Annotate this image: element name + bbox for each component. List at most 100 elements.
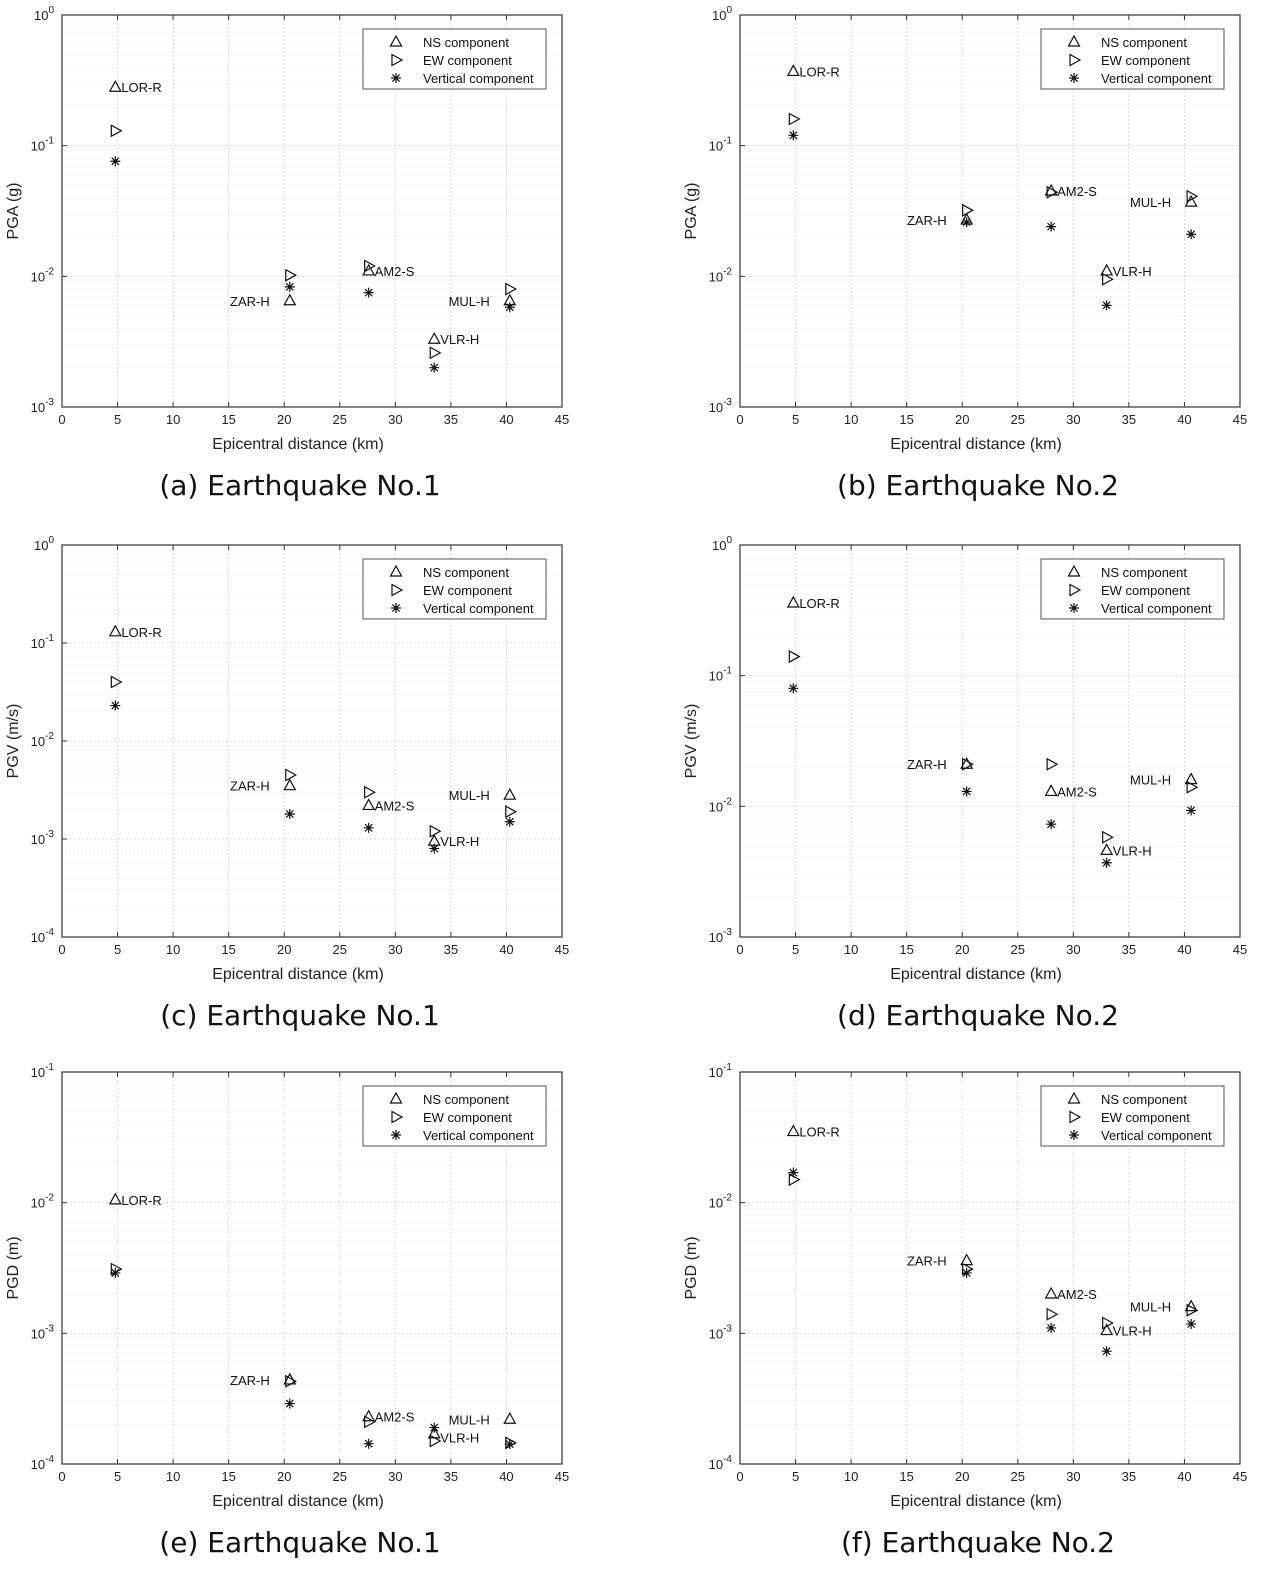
chart-panel-c: 0 5 10 15 20 25 30 35 40 45 10-4 10-3 10-2 10-1 100 Epi… bbox=[5, 535, 569, 1032]
data-point bbox=[1186, 189, 1199, 203]
legend-box bbox=[1040, 28, 1225, 90]
data-point bbox=[1186, 1318, 1197, 1329]
legend-marker bbox=[389, 564, 403, 577]
data-point bbox=[1101, 300, 1112, 311]
axes-frame bbox=[739, 1071, 1241, 1465]
x-axis-label: Epicentral distance (km) bbox=[212, 966, 384, 983]
x-tick-label: 35 bbox=[444, 412, 458, 427]
station-label: MUL-H bbox=[449, 1412, 490, 1427]
x-tick-label: 20 bbox=[277, 412, 291, 427]
data-point bbox=[285, 768, 298, 782]
data-point bbox=[1102, 272, 1114, 286]
x-tick-label: 30 bbox=[1066, 942, 1080, 957]
chart-panel-f: 0 5 10 15 20 25 30 35 40 45 10-4 10-3 10-2 10-1 Epicen… bbox=[683, 1062, 1247, 1559]
station-label: LOR-R bbox=[799, 1125, 839, 1140]
x-tick-label: 0 bbox=[58, 942, 65, 957]
y-tick-label: 10-2 bbox=[709, 796, 733, 814]
y-tick-label: 10-2 bbox=[31, 266, 55, 284]
x-tick-label: 20 bbox=[277, 1469, 291, 1484]
legend-entry: NS component bbox=[423, 565, 509, 580]
data-point bbox=[961, 786, 972, 797]
legend-marker bbox=[1069, 1130, 1079, 1140]
legend-entry: NS component bbox=[1101, 565, 1187, 580]
data-point bbox=[285, 268, 298, 282]
x-tick-label: 15 bbox=[221, 942, 235, 957]
station-label: ZAR-H bbox=[230, 294, 270, 309]
y-tick-label: 10-4 bbox=[709, 1454, 733, 1472]
data-point bbox=[362, 1409, 376, 1422]
chart-panel-a: 0 5 10 15 20 25 30 35 40 45 10-3 10-2 10-1 100 Epicent… bbox=[5, 5, 569, 502]
x-tick-label: 40 bbox=[499, 1469, 513, 1484]
station-label: AM2-S bbox=[375, 1410, 415, 1425]
legend-entry: EW component bbox=[423, 53, 512, 68]
data-point bbox=[505, 805, 518, 819]
data-point bbox=[1186, 780, 1199, 794]
data-point bbox=[110, 156, 121, 167]
data-point bbox=[284, 808, 295, 819]
panel-caption: (e) Earthquake No.1 bbox=[159, 1526, 440, 1559]
station-label: VLR-H bbox=[440, 1430, 479, 1445]
data-point bbox=[788, 1173, 801, 1187]
data-point bbox=[961, 1267, 972, 1278]
data-point bbox=[504, 302, 515, 313]
data-point bbox=[1101, 1346, 1112, 1357]
data-point bbox=[962, 757, 974, 771]
x-tick-label: 45 bbox=[1233, 942, 1247, 957]
x-tick-label: 20 bbox=[955, 1469, 969, 1484]
station-label: MUL-H bbox=[1130, 1300, 1171, 1315]
station-label: ZAR-H bbox=[907, 757, 947, 772]
data-point bbox=[1046, 185, 1059, 199]
station-label: MUL-H bbox=[1130, 195, 1171, 210]
data-point bbox=[429, 362, 440, 373]
station-label: AM2-S bbox=[375, 264, 415, 279]
legend-entry: Vertical component bbox=[423, 1128, 534, 1143]
x-tick-label: 15 bbox=[221, 1469, 235, 1484]
x-axis-label: Epicentral distance (km) bbox=[212, 436, 384, 453]
x-tick-label: 25 bbox=[333, 1469, 347, 1484]
station-label: MUL-H bbox=[449, 294, 490, 309]
y-tick-label: 10-3 bbox=[31, 829, 55, 847]
legend-entry: NS component bbox=[423, 35, 509, 50]
data-point bbox=[960, 756, 974, 769]
x-tick-label: 15 bbox=[899, 942, 913, 957]
data-point bbox=[285, 1374, 298, 1388]
data-point bbox=[108, 79, 122, 92]
data-point bbox=[429, 824, 442, 838]
legend-marker bbox=[1069, 53, 1082, 67]
data-point bbox=[429, 346, 442, 360]
data-point bbox=[960, 1253, 974, 1266]
y-axis-label: PGD (m) bbox=[5, 1236, 22, 1299]
station-label: MUL-H bbox=[1130, 773, 1171, 788]
y-tick-label: 10-3 bbox=[709, 1323, 733, 1341]
data-point bbox=[110, 675, 123, 689]
panel-caption: (d) Earthquake No.2 bbox=[837, 999, 1119, 1032]
x-tick-label: 45 bbox=[555, 1469, 569, 1484]
legend-entry: NS component bbox=[423, 1092, 509, 1107]
station-label: AM2-S bbox=[1057, 1287, 1097, 1302]
y-axis-label: PGV (m/s) bbox=[5, 704, 22, 779]
legend-marker bbox=[391, 603, 401, 613]
x-tick-label: 0 bbox=[736, 942, 743, 957]
data-point bbox=[110, 124, 123, 138]
y-axis-label: PGV (m/s) bbox=[683, 704, 700, 779]
x-tick-label: 5 bbox=[792, 1469, 799, 1484]
y-tick-label: 10-1 bbox=[709, 666, 733, 684]
legend-marker bbox=[391, 73, 401, 83]
station-label: AM2-S bbox=[1057, 784, 1097, 799]
station-label: AM2-S bbox=[375, 798, 415, 813]
x-tick-label: 40 bbox=[1177, 1469, 1191, 1484]
y-tick-label: 10-1 bbox=[31, 136, 55, 154]
y-tick-label: 10-2 bbox=[709, 1193, 733, 1211]
station-label: AM2-S bbox=[1057, 184, 1097, 199]
y-tick-label: 100 bbox=[712, 535, 732, 553]
x-tick-label: 35 bbox=[1122, 1469, 1136, 1484]
x-tick-label: 5 bbox=[792, 412, 799, 427]
y-tick-label: 10-3 bbox=[31, 397, 55, 415]
data-point bbox=[429, 1422, 440, 1433]
x-tick-label: 35 bbox=[1122, 942, 1136, 957]
legend-marker bbox=[391, 53, 404, 67]
y-tick-label: 10-3 bbox=[31, 1323, 55, 1341]
legend-box bbox=[362, 558, 547, 620]
axes-frame bbox=[739, 544, 1241, 938]
data-point bbox=[364, 1415, 376, 1429]
